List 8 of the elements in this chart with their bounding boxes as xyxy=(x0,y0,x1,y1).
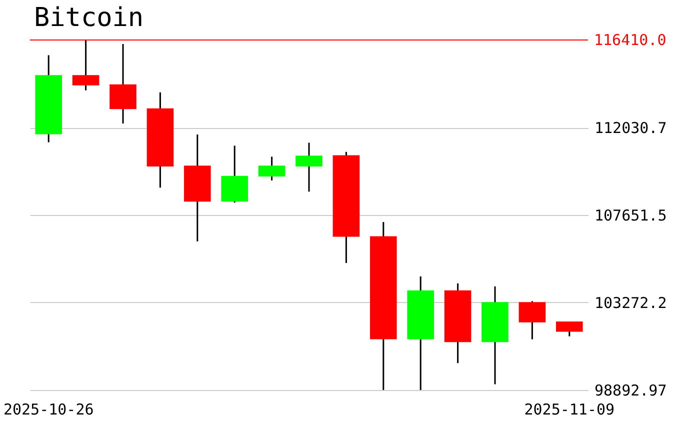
y-tick-label: 98892.97 xyxy=(594,382,667,400)
x-tick-label: 2025-10-26 xyxy=(3,400,94,418)
x-tick-label: 2025-11-09 xyxy=(524,400,615,418)
chart-title: Bitcoin xyxy=(34,3,144,33)
y-tick-label: 103272.2 xyxy=(594,294,667,312)
y-tick-label: 107651.5 xyxy=(594,206,667,224)
ref-line-label: 116410.0 xyxy=(594,31,666,49)
y-tick-label: 112030.7 xyxy=(594,119,667,137)
